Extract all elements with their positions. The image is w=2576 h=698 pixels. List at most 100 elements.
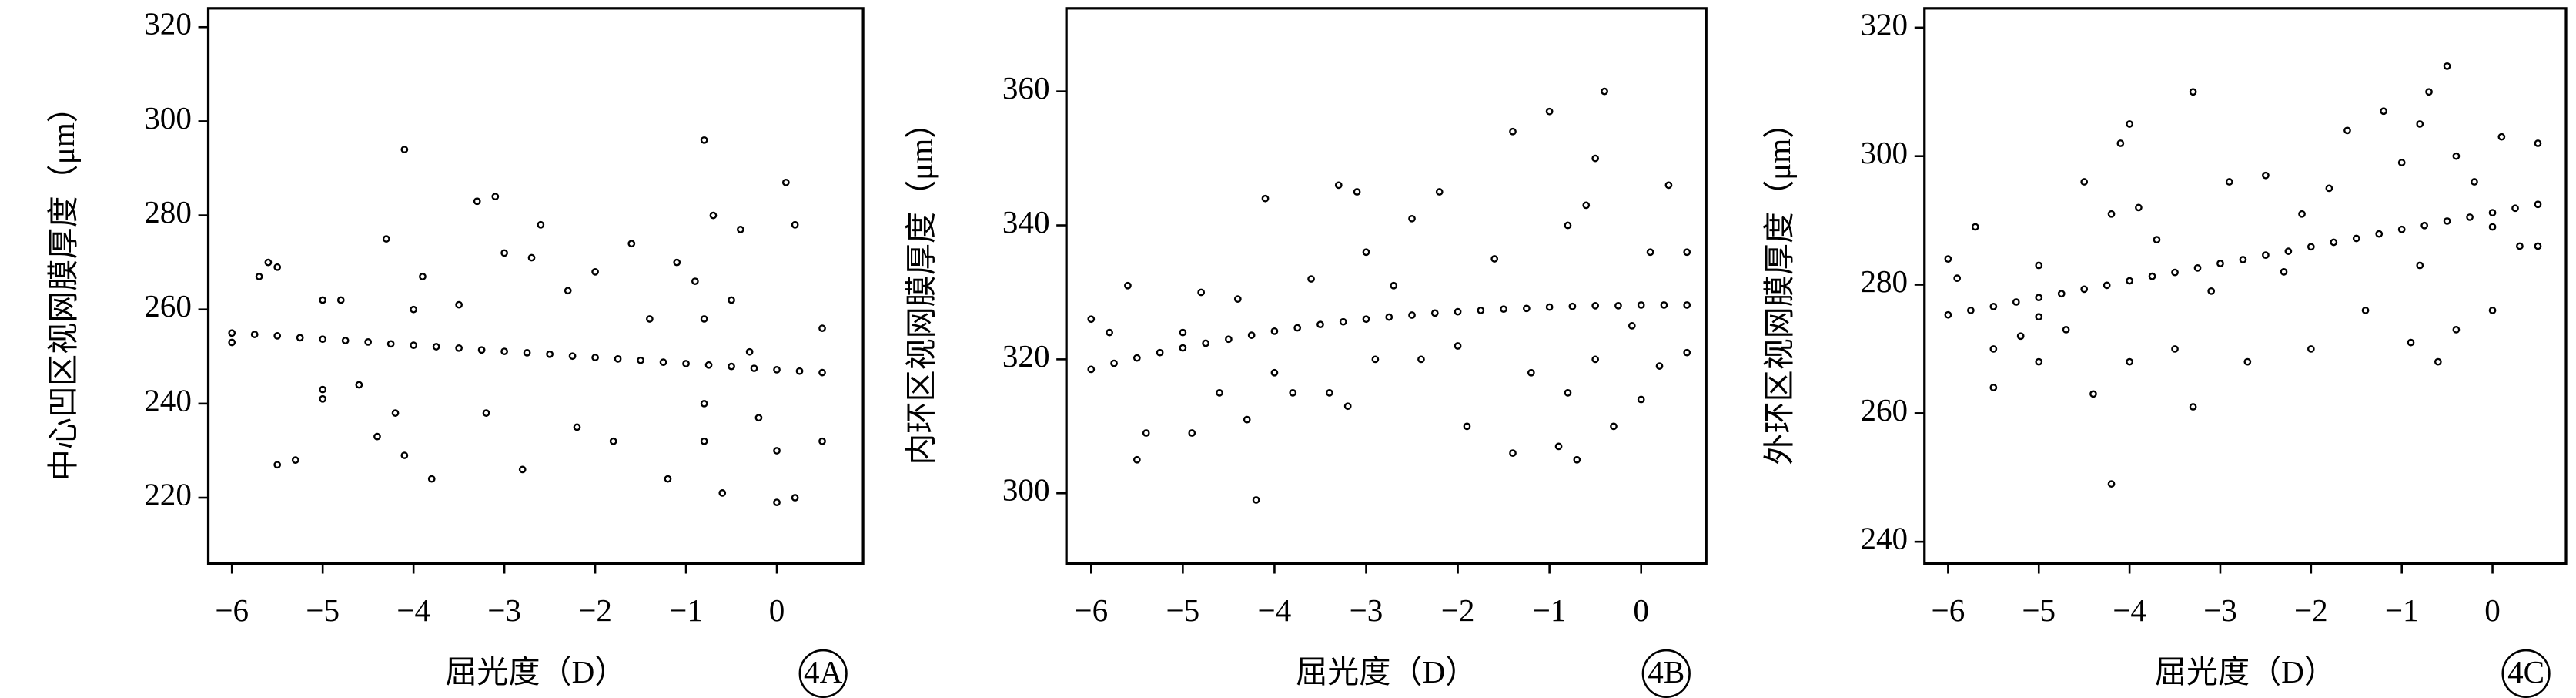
point bbox=[2307, 243, 2315, 251]
point bbox=[2062, 326, 2070, 334]
point bbox=[1316, 320, 1324, 329]
x-tick-label: −6 bbox=[1074, 592, 1108, 628]
point bbox=[291, 456, 299, 465]
point bbox=[319, 335, 327, 344]
point bbox=[386, 340, 395, 348]
point bbox=[2126, 357, 2133, 366]
point bbox=[2434, 357, 2442, 366]
point bbox=[673, 258, 681, 267]
point bbox=[564, 287, 572, 295]
point bbox=[791, 494, 799, 502]
point bbox=[1132, 455, 1141, 464]
point bbox=[1591, 301, 1600, 310]
point bbox=[2452, 152, 2461, 160]
x-tick-label: −3 bbox=[1350, 592, 1383, 628]
point bbox=[1270, 327, 1279, 335]
y-tick-label: 320 bbox=[1002, 338, 1050, 374]
point bbox=[400, 451, 409, 459]
x-tick-label: −4 bbox=[2113, 592, 2146, 628]
point bbox=[410, 305, 418, 314]
x-tick-label: −1 bbox=[669, 592, 703, 628]
point bbox=[319, 296, 327, 304]
y-tick-label: 300 bbox=[1002, 472, 1050, 508]
point bbox=[419, 273, 427, 280]
point bbox=[1252, 496, 1260, 504]
point bbox=[228, 329, 236, 337]
point bbox=[718, 489, 727, 497]
point bbox=[2171, 345, 2179, 353]
point bbox=[228, 338, 236, 347]
point bbox=[750, 364, 758, 372]
point bbox=[1417, 355, 1425, 364]
point bbox=[1454, 307, 1462, 316]
point bbox=[2380, 107, 2387, 116]
point bbox=[264, 258, 273, 267]
point bbox=[2534, 139, 2542, 147]
point bbox=[1430, 309, 1439, 317]
point bbox=[1247, 331, 1256, 339]
point bbox=[2148, 272, 2156, 280]
point bbox=[2443, 62, 2451, 70]
point bbox=[818, 324, 826, 333]
point bbox=[2488, 209, 2497, 216]
point bbox=[2466, 213, 2474, 221]
panel-label: 4C bbox=[2507, 654, 2544, 690]
point bbox=[1142, 429, 1150, 437]
point bbox=[1660, 301, 1668, 309]
point bbox=[1664, 181, 1673, 190]
point bbox=[296, 334, 304, 342]
point bbox=[1637, 301, 1645, 309]
point bbox=[1509, 449, 1517, 457]
point bbox=[1683, 301, 1691, 309]
point bbox=[1628, 322, 1636, 330]
point bbox=[1490, 255, 1499, 263]
point bbox=[591, 267, 599, 276]
point bbox=[1655, 362, 1664, 370]
panel-label: 4B bbox=[1648, 654, 1684, 690]
y-tick-label: 220 bbox=[144, 476, 192, 512]
point bbox=[1110, 359, 1118, 367]
point bbox=[2126, 120, 2133, 128]
point bbox=[1971, 223, 1979, 231]
point bbox=[473, 197, 481, 206]
point bbox=[1454, 342, 1462, 350]
point bbox=[1610, 422, 1618, 431]
x-axis-label: 屈光度（D） bbox=[1296, 654, 1477, 690]
point bbox=[2488, 307, 2497, 314]
x-tick-label: −6 bbox=[215, 592, 249, 628]
point bbox=[609, 437, 617, 445]
point bbox=[500, 347, 508, 355]
point bbox=[2126, 277, 2133, 285]
point bbox=[2207, 287, 2216, 295]
point bbox=[319, 394, 327, 403]
point bbox=[2497, 133, 2506, 141]
point bbox=[2425, 88, 2433, 96]
y-tick-label: 280 bbox=[144, 194, 192, 230]
point bbox=[1564, 388, 1572, 397]
x-tick-label: 0 bbox=[1633, 592, 1649, 628]
point bbox=[364, 338, 373, 346]
point bbox=[500, 249, 508, 257]
point bbox=[1216, 388, 1223, 397]
point bbox=[2534, 242, 2542, 250]
point bbox=[1353, 188, 1361, 196]
point bbox=[1683, 348, 1691, 357]
y-tick-label: 300 bbox=[144, 100, 192, 136]
point bbox=[2225, 178, 2233, 186]
point bbox=[728, 362, 735, 371]
x-tick-label: −3 bbox=[487, 592, 521, 628]
point bbox=[2397, 225, 2406, 233]
point bbox=[2135, 203, 2143, 212]
point bbox=[491, 193, 500, 201]
point bbox=[518, 465, 527, 474]
panel-badge bbox=[2501, 649, 2551, 698]
point bbox=[691, 277, 699, 285]
point bbox=[682, 360, 690, 367]
x-tick-label: −3 bbox=[2203, 592, 2237, 628]
point bbox=[2189, 88, 2197, 96]
point bbox=[2330, 238, 2338, 247]
point bbox=[1362, 315, 1370, 324]
point bbox=[1545, 303, 1554, 311]
y-axis-label: 内环区视网膜厚度（μm） bbox=[904, 107, 939, 465]
point bbox=[1233, 295, 1242, 304]
